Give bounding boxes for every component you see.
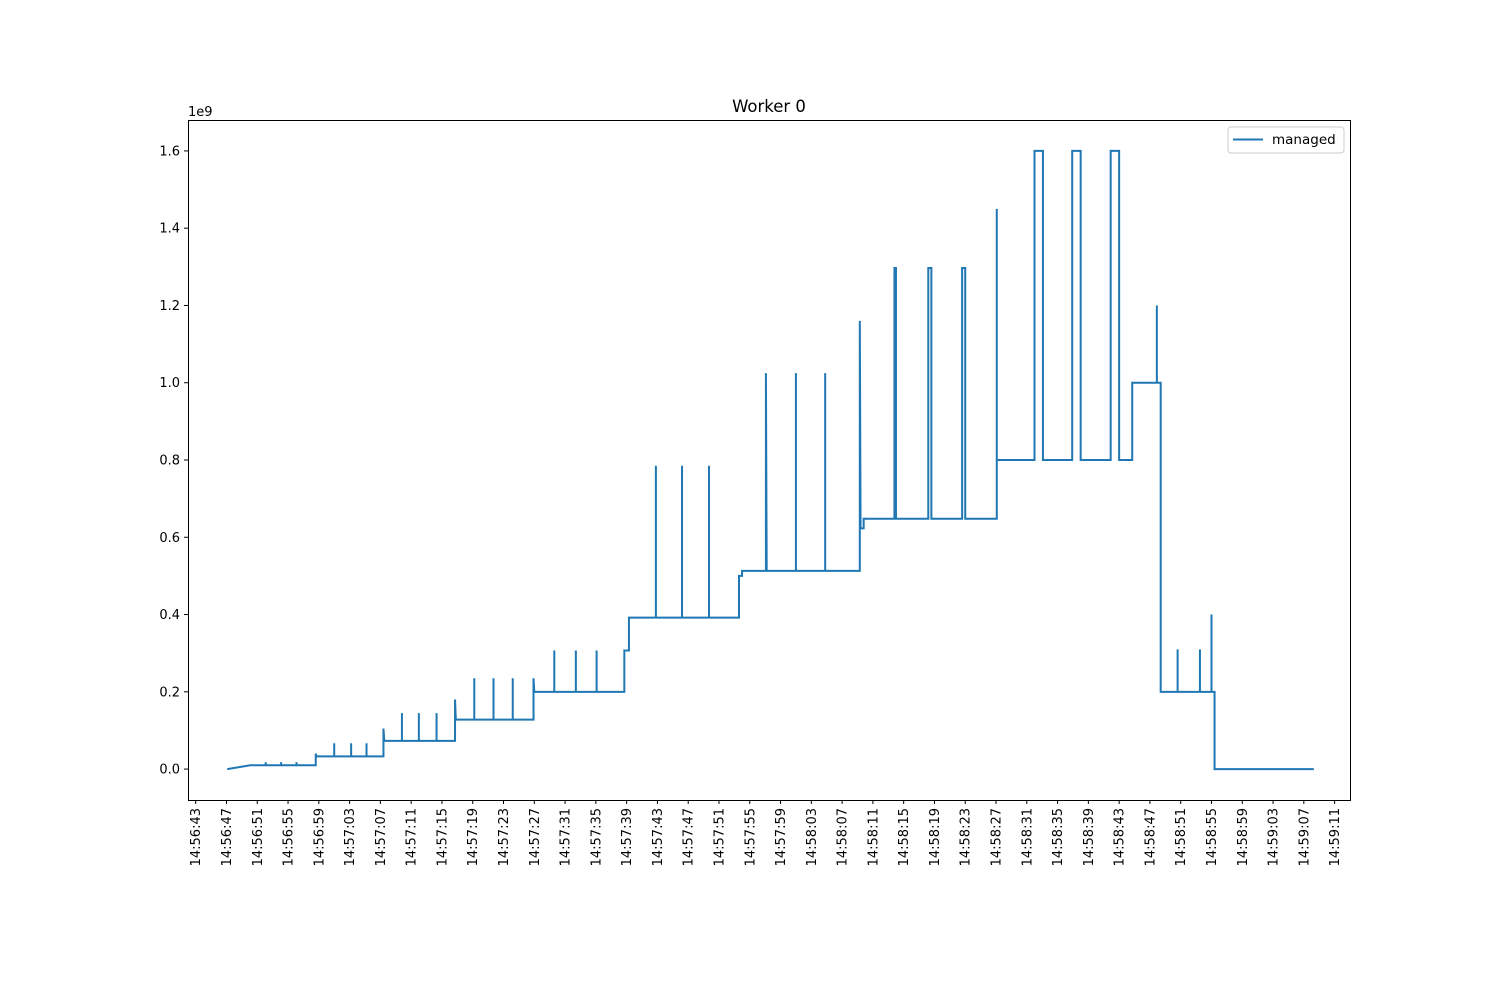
x-tick-label: 14:58:19 — [928, 808, 943, 866]
x-tick-label: 14:59:11 — [1328, 808, 1343, 866]
legend-label: managed — [1272, 132, 1336, 148]
y-tick-label: 0.4 — [159, 608, 180, 623]
x-tick-label: 14:59:03 — [1267, 808, 1282, 866]
x-tick-label: 14:57:11 — [405, 808, 420, 866]
x-tick-label: 14:58:35 — [1051, 808, 1066, 866]
y-tick-label: 0.8 — [159, 454, 180, 469]
x-tick-label: 14:58:23 — [959, 808, 974, 866]
chart-title: Worker 0 — [732, 97, 806, 116]
x-tick-label: 14:57:15 — [435, 808, 450, 866]
legend-box — [1227, 126, 1345, 154]
y-tick-label: 1.0 — [159, 376, 180, 391]
x-tick-label: 14:56:43 — [189, 808, 204, 866]
x-tick-label: 14:57:03 — [343, 808, 358, 866]
x-tick-label: 14:58:07 — [836, 808, 851, 866]
x-tick-label: 14:58:27 — [990, 808, 1005, 866]
x-tick-label: 14:57:39 — [620, 808, 635, 866]
x-tick-label: 14:58:51 — [1174, 808, 1189, 866]
x-tick-label: 14:56:55 — [282, 808, 297, 866]
x-tick-label: 14:58:11 — [866, 808, 881, 866]
y-tick-label: 0.2 — [159, 685, 180, 700]
x-tick-label: 14:56:51 — [251, 808, 266, 866]
x-tick-label: 14:57:27 — [528, 808, 543, 866]
x-axis-ticks: 14:56:43 14:56:47 14:56:51 14:56:55 14:56:59… — [189, 800, 1343, 866]
y-tick-label: 0.0 — [159, 763, 180, 778]
y-tick-label: 1.4 — [159, 222, 180, 237]
x-tick-label: 14:57:59 — [774, 808, 789, 866]
x-tick-label: 14:58:59 — [1236, 808, 1251, 866]
x-tick-label: 14:57:43 — [651, 808, 666, 866]
x-tick-label: 14:56:47 — [220, 808, 235, 866]
x-tick-label: 14:58:43 — [1113, 808, 1128, 866]
legend: managed — [1227, 126, 1345, 154]
x-tick-label: 14:58:55 — [1205, 808, 1220, 866]
x-tick-label: 14:58:03 — [805, 808, 820, 866]
x-tick-label: 14:57:19 — [466, 808, 481, 866]
x-tick-label: 14:58:31 — [1020, 808, 1035, 866]
y-tick-label: 1.2 — [159, 299, 180, 314]
series-layer — [227, 149, 1314, 771]
x-tick-label: 14:56:59 — [312, 808, 327, 866]
y-axis-ticks: 0.0 0.2 0.4 0.6 0.8 1.0 1.2 1.4 1.6 — [159, 144, 188, 778]
y-offset-text: 1e9 — [188, 105, 213, 120]
x-tick-label: 14:58:39 — [1082, 808, 1097, 866]
x-tick-label: 14:58:47 — [1143, 808, 1158, 866]
y-tick-label: 1.6 — [159, 144, 180, 159]
x-tick-label: 14:57:07 — [374, 808, 389, 866]
x-tick-label: 14:57:51 — [712, 808, 727, 866]
x-tick-label: 14:57:55 — [743, 808, 758, 866]
x-tick-label: 14:59:07 — [1297, 808, 1312, 866]
x-tick-label: 14:58:15 — [897, 808, 912, 866]
x-tick-label: 14:57:47 — [682, 808, 697, 866]
series-line-managed — [227, 149, 1314, 771]
x-tick-label: 14:57:23 — [497, 808, 512, 866]
plot-frame — [188, 120, 1351, 801]
x-tick-label: 14:57:31 — [559, 808, 574, 866]
x-tick-label: 14:57:35 — [589, 808, 604, 866]
y-tick-label: 0.6 — [159, 531, 180, 546]
